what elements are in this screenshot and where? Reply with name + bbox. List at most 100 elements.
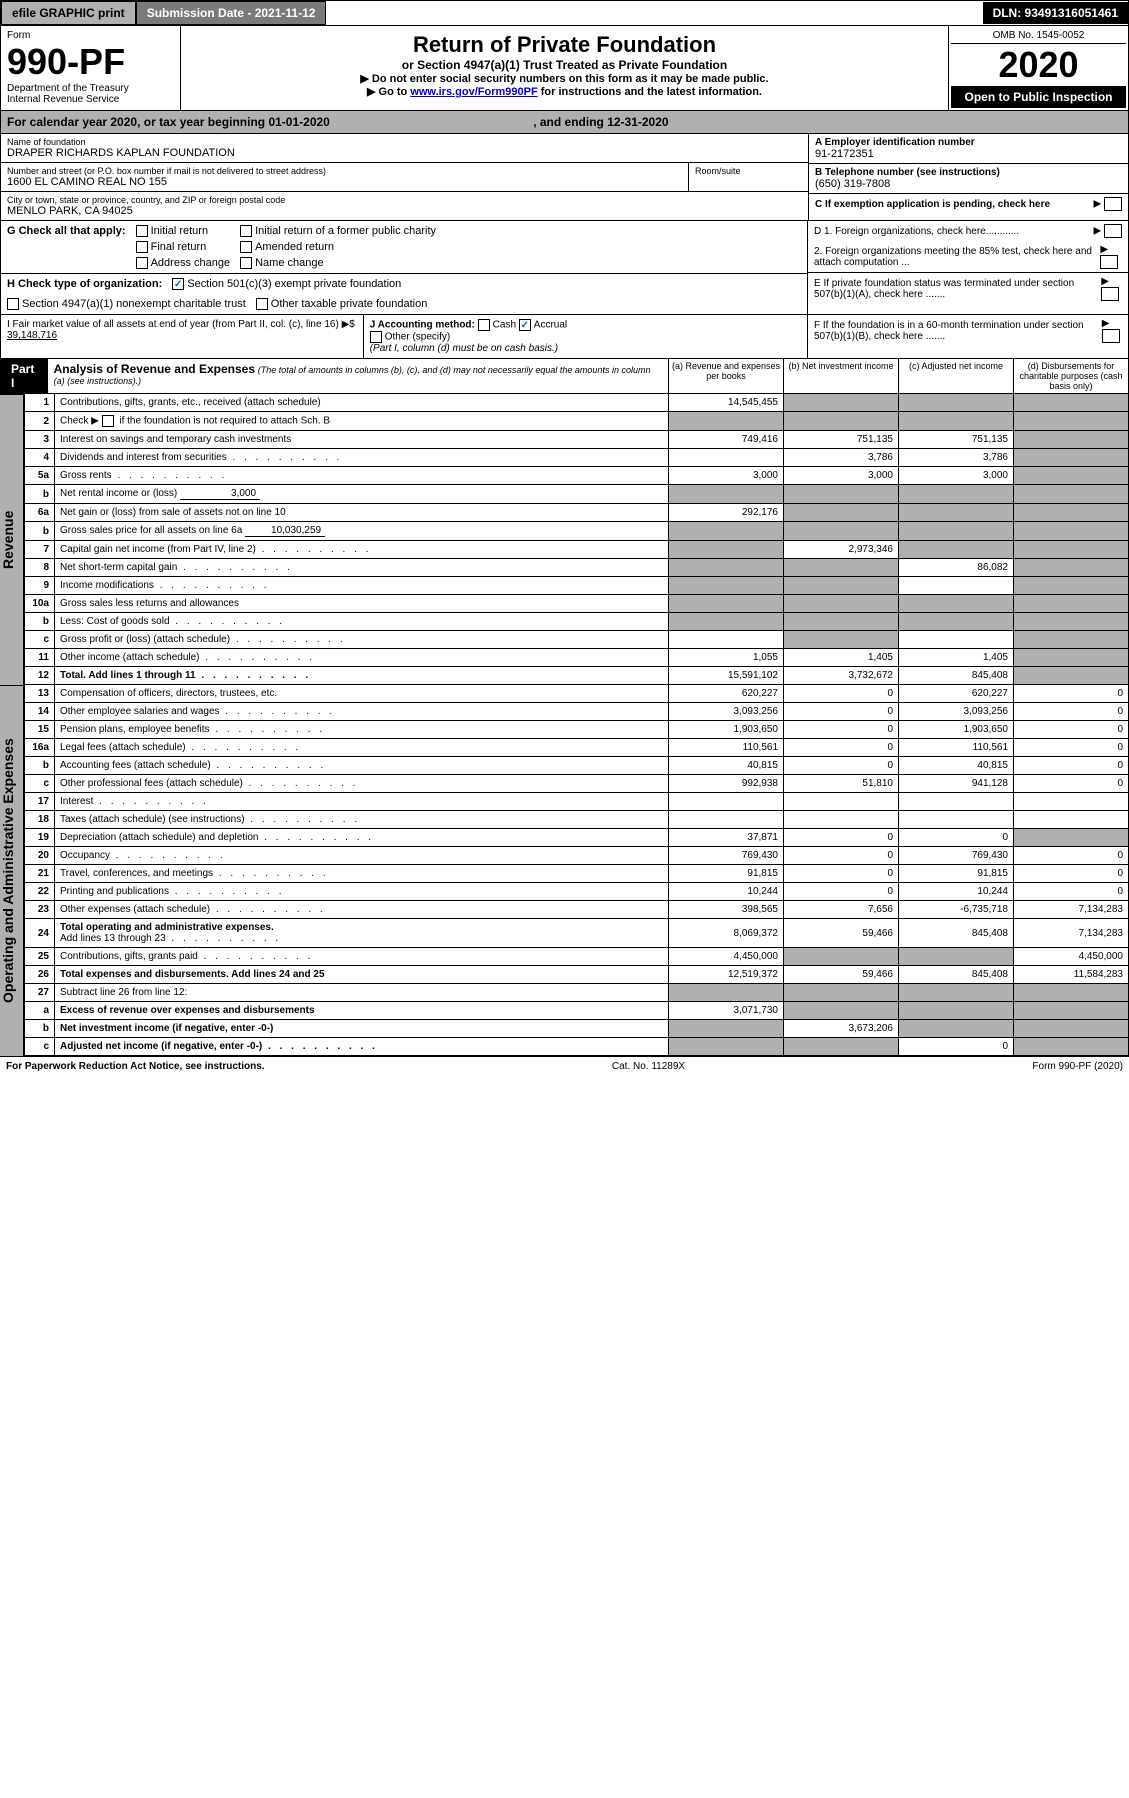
table-row: bNet rental income or (loss) 3,000	[25, 485, 1129, 504]
revenue-vertical-label: Revenue	[0, 394, 24, 685]
irs-label: Internal Revenue Service	[7, 94, 174, 105]
d1-label: D 1. Foreign organizations, check here..…	[814, 226, 1019, 237]
dept-label: Department of the Treasury	[7, 83, 174, 94]
table-row: 27Subtract line 26 from line 12:	[25, 984, 1129, 1002]
tax-year: 2020	[951, 44, 1126, 86]
form-note-ssn: ▶ Do not enter social security numbers o…	[187, 72, 942, 85]
table-row: cAdjusted net income (if negative, enter…	[25, 1038, 1129, 1056]
table-row: 13Compensation of officers, directors, t…	[25, 685, 1129, 703]
room-label: Room/suite	[688, 163, 808, 191]
addr-label: Number and street (or P.O. box number if…	[7, 166, 682, 176]
table-row: 8Net short-term capital gain86,082	[25, 559, 1129, 577]
note2-post: for instructions and the latest informat…	[538, 86, 762, 98]
h-4947-checkbox[interactable]	[7, 298, 19, 310]
table-row: 7Capital gain net income (from Part IV, …	[25, 541, 1129, 559]
g-opt-3: Initial return of a former public charit…	[255, 225, 436, 237]
g-opt-4: Amended return	[255, 241, 334, 253]
table-row: 5aGross rents3,0003,0003,000	[25, 467, 1129, 485]
table-row: 20Occupancy769,4300769,4300	[25, 847, 1129, 865]
j-label: J Accounting method:	[370, 320, 475, 331]
footer-catno: Cat. No. 11289X	[612, 1061, 685, 1072]
city-state-zip: MENLO PARK, CA 94025	[7, 205, 802, 217]
j-cash-checkbox[interactable]	[478, 319, 490, 331]
inline-6b: 10,030,259	[245, 525, 325, 537]
part1-title: Analysis of Revenue and Expenses	[54, 362, 255, 376]
table-row: 14Other employee salaries and wages3,093…	[25, 703, 1129, 721]
expenses-vertical-label: Operating and Administrative Expenses	[0, 685, 24, 1056]
calyear-mid: , and ending	[533, 115, 607, 129]
table-row: 4Dividends and interest from securities3…	[25, 449, 1129, 467]
table-row: bAccounting fees (attach schedule)40,815…	[25, 757, 1129, 775]
h-opt1: Section 501(c)(3) exempt private foundat…	[187, 278, 401, 290]
table-row: cOther professional fees (attach schedul…	[25, 775, 1129, 793]
table-row: 22Printing and publications10,244010,244…	[25, 883, 1129, 901]
g-address-checkbox[interactable]	[136, 257, 148, 269]
table-row: 17Interest	[25, 793, 1129, 811]
calyear-end: 12-31-2020	[607, 115, 668, 129]
form-number: 990-PF	[7, 41, 174, 83]
h-opt3: Other taxable private foundation	[271, 298, 428, 310]
schb-checkbox[interactable]	[102, 415, 114, 427]
submission-date-label: Submission Date - 2021-11-12	[136, 1, 327, 25]
table-row: 16aLegal fees (attach schedule)110,56101…	[25, 739, 1129, 757]
g-initial-checkbox[interactable]	[136, 225, 148, 237]
h-501c3-checkbox[interactable]	[172, 278, 184, 290]
h-opt2: Section 4947(a)(1) nonexempt charitable …	[22, 298, 246, 310]
col-c-header: (c) Adjusted net income	[898, 359, 1013, 393]
i-label: I Fair market value of all assets at end…	[7, 319, 355, 330]
table-row: bGross sales price for all assets on lin…	[25, 522, 1129, 541]
e-label: E If private foundation status was termi…	[814, 278, 1101, 300]
f-checkbox[interactable]	[1102, 329, 1120, 343]
table-row: 18Taxes (attach schedule) (see instructi…	[25, 811, 1129, 829]
note2-pre: ▶ Go to	[367, 86, 410, 98]
f-label: F If the foundation is in a 60-month ter…	[814, 320, 1102, 342]
table-row: 26Total expenses and disbursements. Add …	[25, 966, 1129, 984]
efile-print-button[interactable]: efile GRAPHIC print	[1, 1, 136, 25]
footer-left: For Paperwork Reduction Act Notice, see …	[6, 1061, 265, 1072]
foundation-name: DRAPER RICHARDS KAPLAN FOUNDATION	[7, 147, 802, 159]
table-row: 2Check ▶ if the foundation is not requir…	[25, 412, 1129, 431]
g-name-change-checkbox[interactable]	[240, 257, 252, 269]
table-row: 21Travel, conferences, and meetings91,81…	[25, 865, 1129, 883]
g-opt-5: Name change	[255, 257, 324, 269]
inline-5b: 3,000	[180, 488, 260, 500]
g-opt-1: Final return	[151, 241, 207, 253]
g-amended-checkbox[interactable]	[240, 241, 252, 253]
g-final-checkbox[interactable]	[136, 241, 148, 253]
table-row: 1Contributions, gifts, grants, etc., rec…	[25, 394, 1129, 412]
phone-value: (650) 319-7808	[815, 178, 1122, 190]
table-row: 11Other income (attach schedule)1,0551,4…	[25, 649, 1129, 667]
table-row: 23Other expenses (attach schedule)398,56…	[25, 901, 1129, 919]
form-title: Return of Private Foundation	[187, 32, 942, 58]
dln-label: DLN: 93491316051461	[983, 2, 1128, 24]
phone-label: B Telephone number (see instructions)	[815, 167, 1122, 178]
col-b-header: (b) Net investment income	[783, 359, 898, 393]
j-other-checkbox[interactable]	[370, 331, 382, 343]
col-a-header: (a) Revenue and expenses per books	[668, 359, 783, 393]
omb-label: OMB No. 1545-0052	[951, 28, 1126, 44]
j-accrual: Accrual	[534, 320, 567, 331]
d1-checkbox[interactable]	[1104, 224, 1122, 238]
d2-checkbox[interactable]	[1100, 255, 1118, 269]
table-row: 6aNet gain or (loss) from sale of assets…	[25, 504, 1129, 522]
city-label: City or town, state or province, country…	[7, 195, 802, 205]
footer-form: Form 990-PF (2020)	[1032, 1061, 1123, 1072]
table-row: 10aGross sales less returns and allowanc…	[25, 595, 1129, 613]
fmv-value: 39,148,716	[7, 330, 57, 341]
irs-link[interactable]: www.irs.gov/Form990PF	[410, 86, 537, 98]
table-row: bNet investment income (if negative, ent…	[25, 1020, 1129, 1038]
j-note: (Part I, column (d) must be on cash basi…	[370, 343, 558, 354]
col-d-header: (d) Disbursements for charitable purpose…	[1013, 359, 1128, 393]
e-checkbox[interactable]	[1101, 287, 1119, 301]
table-row: aExcess of revenue over expenses and dis…	[25, 1002, 1129, 1020]
c-checkbox[interactable]	[1104, 197, 1122, 211]
h-other-checkbox[interactable]	[256, 298, 268, 310]
j-accrual-checkbox[interactable]	[519, 319, 531, 331]
table-row: cGross profit or (loss) (attach schedule…	[25, 631, 1129, 649]
calyear-begin: 01-01-2020	[268, 115, 329, 129]
table-row: 25Contributions, gifts, grants paid4,450…	[25, 948, 1129, 966]
form-subtitle: or Section 4947(a)(1) Trust Treated as P…	[187, 58, 942, 72]
g-initial-former-checkbox[interactable]	[240, 225, 252, 237]
street-address: 1600 EL CAMINO REAL NO 155	[7, 176, 682, 188]
table-row: 12Total. Add lines 1 through 1115,591,10…	[25, 667, 1129, 685]
